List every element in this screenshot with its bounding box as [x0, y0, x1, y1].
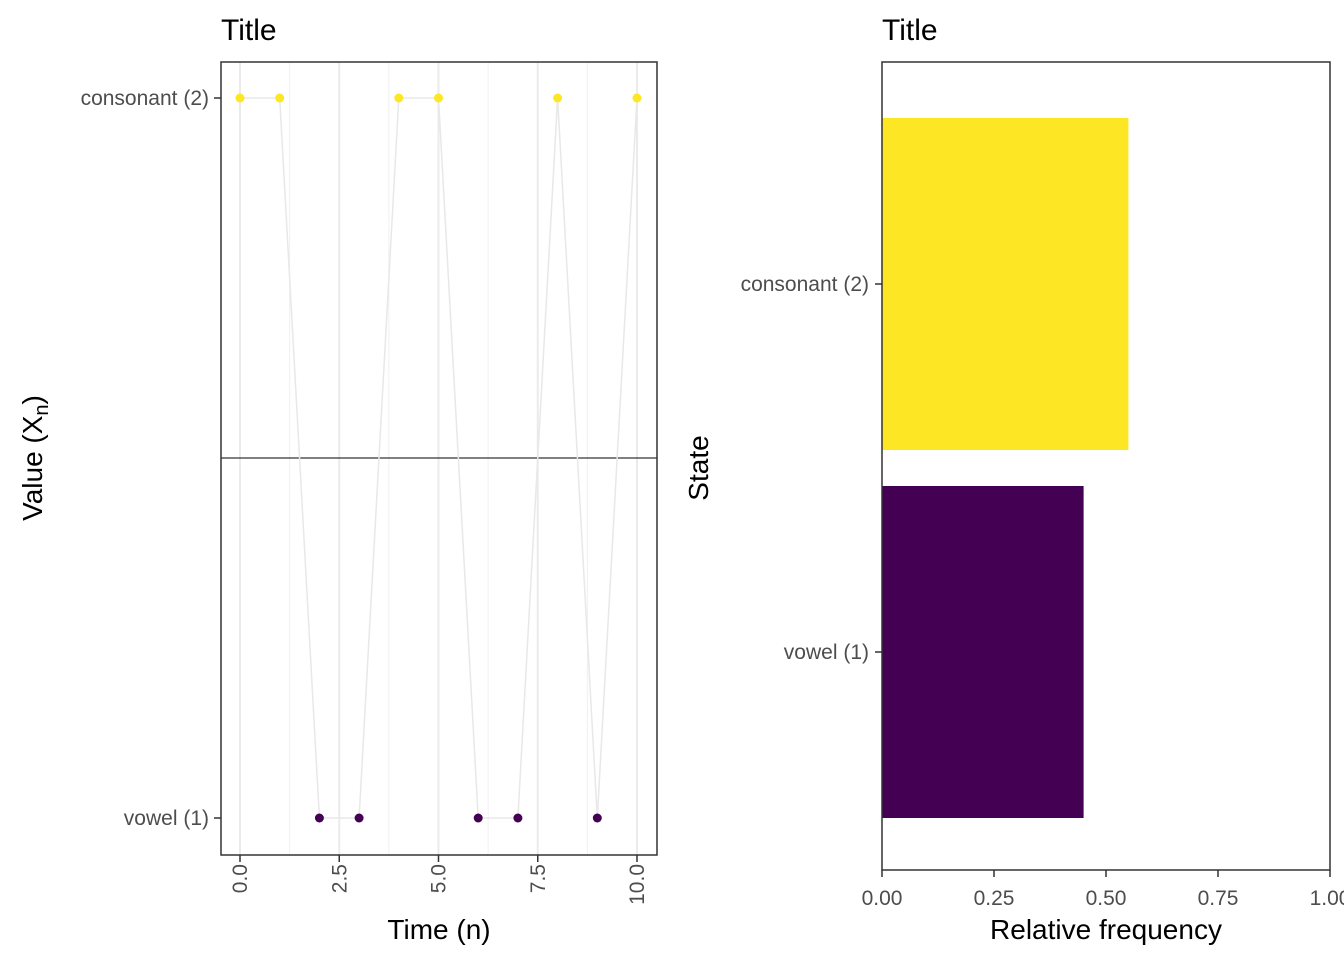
data-point — [434, 93, 443, 103]
trace-plot: Title 0.0 2.5 5.0 7.5 10.0 consonant (2) vowel… — [17, 14, 658, 945]
ylabel-close: ) — [17, 395, 48, 404]
data-point — [553, 93, 563, 103]
y-tick-label: consonant (2) — [741, 273, 869, 296]
ylabel-subscript: n — [31, 404, 53, 415]
x-tick-label: 0.75 — [1198, 887, 1239, 910]
left-title: Title — [221, 14, 277, 47]
x-tick-label: 2.5 — [328, 864, 351, 893]
data-point — [354, 813, 364, 823]
data-point — [473, 813, 483, 823]
data-point — [592, 813, 602, 823]
ylabel-main: Value (X — [17, 415, 48, 521]
data-point — [275, 93, 285, 103]
y-tick-label: vowel (1) — [124, 807, 209, 830]
x-tick-label: 0.50 — [1086, 887, 1127, 910]
right-y-axis-title: State — [683, 435, 714, 500]
data-point — [314, 813, 324, 823]
bar-consonant — [882, 118, 1129, 450]
data-point — [632, 93, 642, 103]
bar-vowel — [882, 486, 1084, 818]
x-tick-label: 0.25 — [974, 887, 1015, 910]
right-title: Title — [882, 14, 938, 47]
data-point — [235, 93, 245, 103]
y-tick-label: vowel (1) — [784, 641, 869, 664]
x-tick-label: 7.5 — [527, 864, 550, 893]
x-tick-label: 0.0 — [229, 864, 252, 893]
frequency-plot: Title consonant (2) vowel (1) 0.00 0.25 0.50… — [683, 14, 1344, 945]
y-tick-label: consonant (2) — [81, 87, 209, 110]
left-x-axis-title: Time (n) — [387, 914, 490, 945]
right-x-axis-title: Relative frequency — [990, 914, 1222, 945]
data-point — [394, 93, 404, 103]
x-tick-label: 1.00 — [1310, 887, 1344, 910]
x-tick-label: 0.00 — [862, 887, 903, 910]
x-tick-label: 5.0 — [428, 864, 451, 893]
data-point — [513, 813, 523, 823]
left-y-axis-title: Value (Xn) — [17, 395, 53, 521]
x-tick-label: 10.0 — [626, 864, 649, 905]
